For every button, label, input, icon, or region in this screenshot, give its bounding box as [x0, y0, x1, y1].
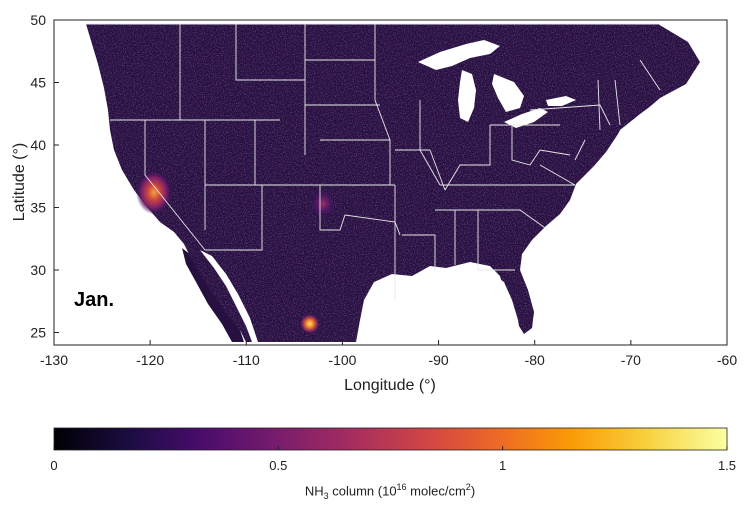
baja-peninsula [182, 248, 244, 342]
ocean-northeast [540, 70, 727, 345]
lake-ontario [546, 96, 576, 106]
colorbar-tick-label: 0 [50, 458, 57, 473]
y-axis: 25 30 35 40 45 50 [30, 12, 59, 341]
x-tick-label: -70 [621, 352, 641, 368]
colorbar [54, 428, 727, 450]
colorbar-tick-label: 1 [499, 458, 506, 473]
hotspot [311, 189, 336, 218]
x-tick-label: -120 [136, 352, 164, 368]
colorbar-ticks: 0 0.5 1 1.5 [50, 446, 736, 473]
y-tick-label: 40 [30, 137, 46, 153]
x-tick-label: -90 [428, 352, 448, 368]
x-tick-label: -130 [40, 352, 68, 368]
colorbar-tick-label: 0.5 [269, 458, 287, 473]
water-bodies [200, 40, 727, 345]
lake-michigan [458, 70, 476, 122]
hotspot [135, 170, 172, 215]
y-tick-label: 30 [30, 262, 46, 278]
colorbar-tick-label: 1.5 [718, 458, 736, 473]
hotspot-layer [135, 170, 336, 334]
x-axis-title: Longitude (°) [344, 377, 436, 394]
month-label: Jan. [74, 289, 114, 311]
y-tick-label: 35 [30, 200, 46, 216]
y-tick-label: 50 [30, 12, 46, 28]
gulf-of-california [200, 250, 258, 342]
hotspot [299, 313, 320, 334]
x-axis: -130 -120 -110 -100 -90 -80 -70 -60 [40, 340, 737, 368]
state-borders [86, 23, 661, 300]
lake-huron [492, 74, 524, 112]
y-tick-label: 45 [30, 75, 46, 91]
lake-superior [418, 40, 500, 70]
axes-frame [53, 19, 728, 346]
y-axis-title: Latitude (°) [11, 143, 28, 221]
lake-erie [504, 108, 548, 128]
x-tick-label: -80 [525, 352, 545, 368]
x-tick-label: -60 [717, 352, 737, 368]
x-tick-label: -110 [233, 352, 260, 368]
colorbar-frame [53, 427, 728, 451]
gulf-of-mexico [362, 272, 522, 345]
colorbar-title: NH3 column (1016 molec/cm2) [304, 482, 476, 501]
y-tick-label: 25 [30, 325, 46, 341]
x-tick-label: -100 [328, 352, 356, 368]
